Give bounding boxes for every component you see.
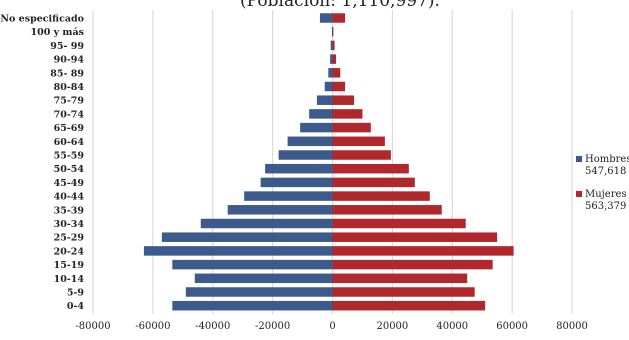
y-tick-label: 15-19 <box>54 260 85 271</box>
bar-hombres-19 <box>194 273 333 284</box>
y-tick-label: 65-69 <box>54 123 85 134</box>
bar-mujeres-10 <box>332 150 391 160</box>
x-tick-label: -20000 <box>255 321 290 332</box>
bar-mujeres-6 <box>332 95 355 105</box>
bar-mujeres-1 <box>332 26 334 37</box>
bar-hombres-11 <box>265 163 333 174</box>
bar-hombres-1 <box>331 26 333 37</box>
bar-mujeres-2 <box>332 40 335 51</box>
bar-hombres-9 <box>287 136 333 147</box>
x-tick-label: 80000 <box>556 321 588 332</box>
bar-hombres-14 <box>227 205 333 215</box>
y-tick-label: No especificado <box>0 14 84 25</box>
bar-mujeres-19 <box>332 273 468 284</box>
bar-hombres-0 <box>319 13 333 23</box>
bar-mujeres-17 <box>332 246 514 256</box>
bar-hombres-20 <box>185 287 333 297</box>
bar-mujeres-8 <box>332 122 371 133</box>
bar-hombres-4 <box>328 68 333 78</box>
bar-mujeres-11 <box>332 163 409 174</box>
y-tick-label: 85- 89 <box>50 68 84 79</box>
bar-mujeres-14 <box>332 205 442 215</box>
bar-mujeres-4 <box>332 68 341 78</box>
y-tick-label: 100 y más <box>30 27 84 38</box>
bar-mujeres-5 <box>332 81 346 92</box>
legend-total-mujeres: 563,379 <box>585 201 626 212</box>
bar-mujeres-21 <box>332 300 486 311</box>
legend-label-mujeres: Mujeres <box>585 189 627 200</box>
bar-mujeres-20 <box>332 287 475 297</box>
bar-hombres-16 <box>161 232 333 242</box>
bar-hombres-13 <box>244 191 333 201</box>
y-tick-label: 30-34 <box>54 219 85 230</box>
bar-hombres-10 <box>278 150 333 160</box>
y-axis-labels: No especificado 100 y más 95- 99 90-94 85- 8… <box>0 14 84 313</box>
x-tick-label: -40000 <box>195 321 230 332</box>
bar-hombres-6 <box>316 95 333 105</box>
bar-mujeres-13 <box>332 191 430 201</box>
bar-mujeres-18 <box>332 259 493 270</box>
y-tick-label: 95- 99 <box>50 41 84 52</box>
y-tick-label: 70-74 <box>54 109 85 120</box>
legend-total-hombres: 547,618 <box>585 166 626 177</box>
legend-swatch-mujeres <box>576 191 582 197</box>
bar-mujeres-0 <box>332 13 346 23</box>
bar-mujeres-16 <box>332 232 498 242</box>
bar-hombres-3 <box>330 54 333 64</box>
y-tick-label: 25-29 <box>54 233 85 244</box>
x-tick-label: 0 <box>329 321 335 332</box>
bar-hombres-15 <box>200 218 333 229</box>
x-tick-label: -60000 <box>135 321 170 332</box>
bars <box>143 13 514 311</box>
y-tick-label: 55-59 <box>54 151 85 162</box>
y-tick-label: 5-9 <box>67 288 85 299</box>
x-axis-labels: -80000 -60000 -40000 -20000 0 20000 40000 60000… <box>75 321 588 332</box>
x-tick-label: -80000 <box>75 321 110 332</box>
y-tick-label: 10-14 <box>54 274 85 285</box>
y-tick-label: 90-94 <box>54 55 85 66</box>
bar-hombres-18 <box>172 259 333 270</box>
bar-hombres-8 <box>300 122 333 133</box>
y-tick-label: 40-44 <box>54 192 85 203</box>
x-tick-label: 20000 <box>376 321 408 332</box>
y-tick-label: 35-39 <box>54 205 85 216</box>
y-tick-label: 60-64 <box>54 137 85 148</box>
bar-mujeres-3 <box>332 54 337 64</box>
x-tick-label: 40000 <box>436 321 468 332</box>
y-tick-label: 80-84 <box>54 82 85 93</box>
bar-hombres-7 <box>309 109 333 119</box>
bar-mujeres-15 <box>332 218 466 229</box>
legend-swatch-hombres <box>576 156 582 162</box>
y-tick-label: 20-24 <box>54 246 85 257</box>
y-tick-label: 0-4 <box>67 301 85 312</box>
bar-mujeres-9 <box>332 136 385 147</box>
bar-hombres-2 <box>330 40 333 51</box>
bar-mujeres-7 <box>332 109 363 119</box>
bar-hombres-21 <box>172 300 333 311</box>
y-tick-label: 50-54 <box>54 164 85 175</box>
y-tick-label: 75-79 <box>54 96 85 107</box>
bar-hombres-5 <box>324 81 333 92</box>
y-tick-label: 45-49 <box>54 178 85 189</box>
x-tick-label: 60000 <box>496 321 528 332</box>
legend-label-hombres: Hombres <box>585 154 629 165</box>
bar-mujeres-12 <box>332 177 415 188</box>
chart-title: (Población: 1,110,997). <box>240 0 440 11</box>
bar-hombres-17 <box>143 246 333 256</box>
bar-hombres-12 <box>260 177 333 188</box>
